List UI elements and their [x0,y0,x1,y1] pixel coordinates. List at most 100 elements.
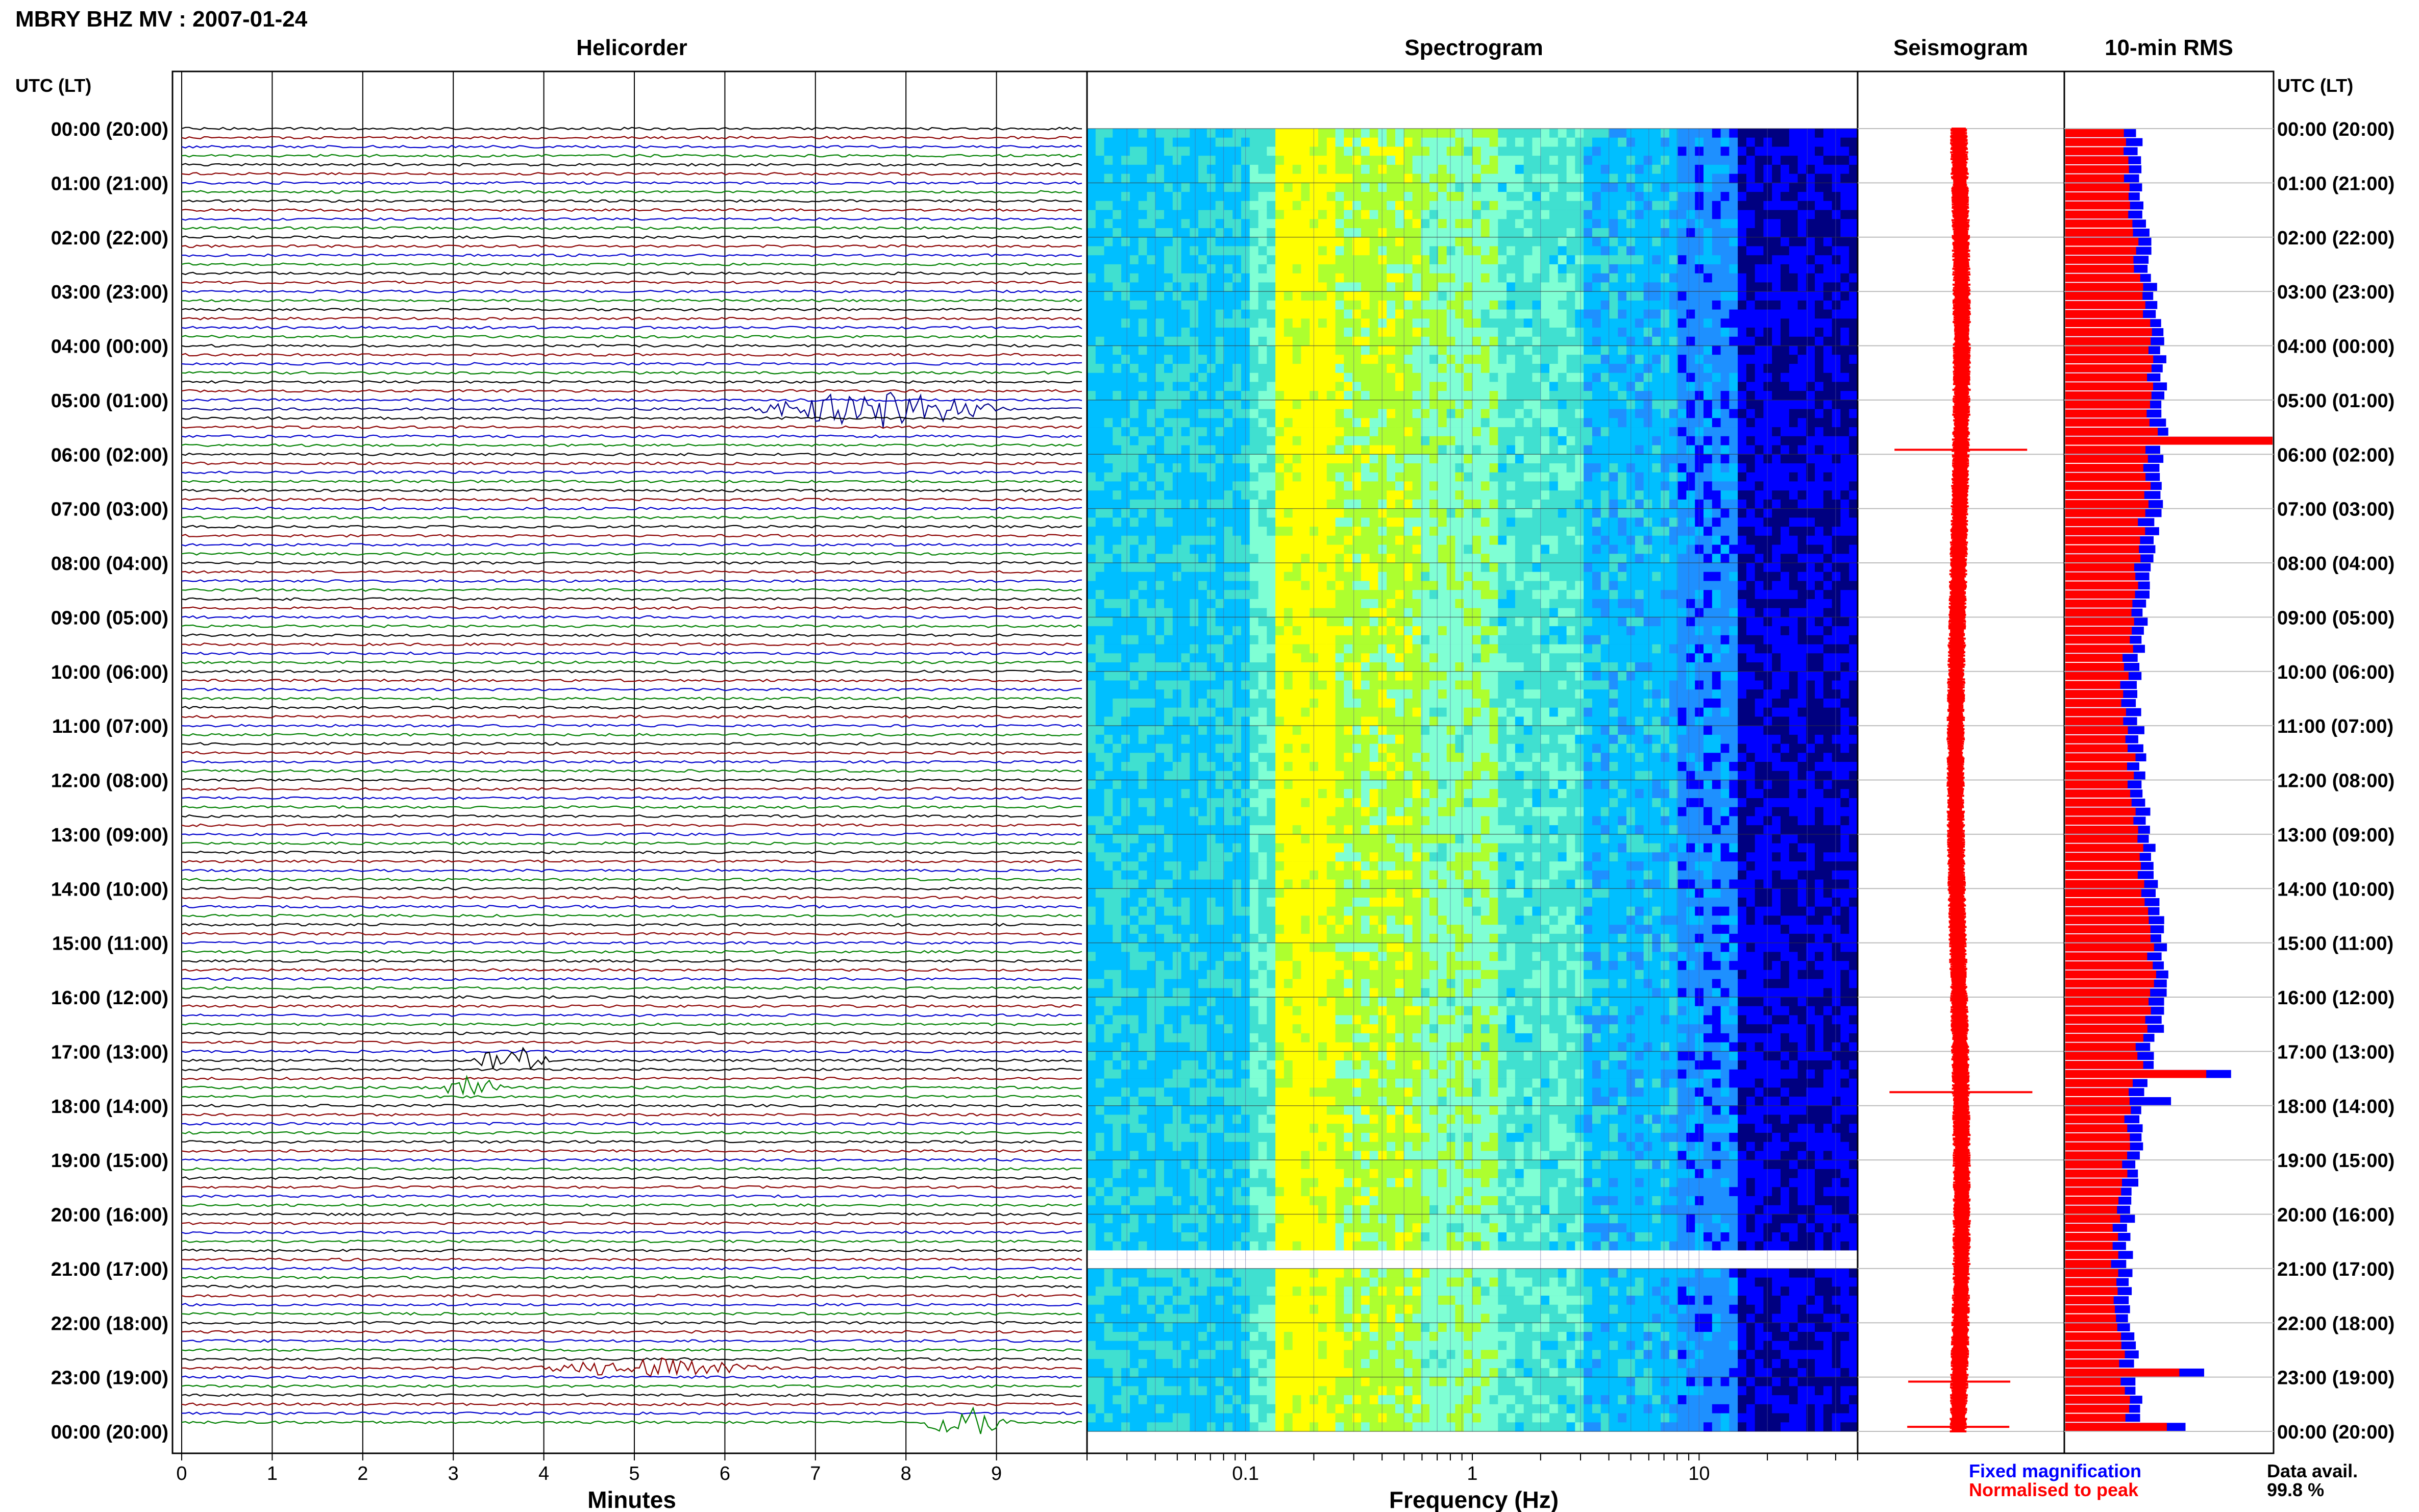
spectrogram-cell [1361,508,1370,518]
spectrogram-cell [1232,336,1242,346]
spectrogram-cell [1164,463,1173,473]
spectrogram-cell [1095,183,1105,192]
spectrogram-cell [1643,264,1652,274]
spectrogram-cell [1369,409,1379,418]
spectrogram-cell [1361,336,1370,346]
spectrogram-cell [1344,409,1353,418]
spectrogram-cell [1746,445,1756,455]
legend-normalised-to-peak: Normalised to peak [1969,1479,2139,1500]
spectrogram-cell [1532,563,1541,573]
spectrogram-cell [1541,264,1550,274]
spectrogram-cell [1704,418,1713,428]
spectrogram-cell [1283,481,1293,491]
spectrogram-cell [1566,201,1575,210]
spectrogram-cell [1480,382,1490,391]
spectrogram-cell [1421,535,1430,545]
spectrogram-cell [1361,255,1370,265]
spectrogram-cell [1592,345,1601,355]
spectrogram-cell [1421,590,1430,600]
spectrogram-cell [1232,164,1242,174]
spectrogram-cell [1797,382,1807,391]
spectrogram-cell [1387,445,1396,455]
spectrogram-cell [1592,445,1601,455]
spectrogram-cell [1643,219,1652,229]
spectrogram-cell [1464,246,1473,256]
spectrogram-cell [1720,581,1730,590]
spectrogram-cell [1712,590,1721,600]
spectrogram-cell [1421,544,1430,554]
spectrogram-cell [1489,183,1498,192]
spectrogram-cell [1746,273,1756,283]
spectrogram-cell [1249,336,1259,346]
spectrogram-cell [1104,517,1113,527]
spectrogram-cell [1275,328,1285,337]
spectrogram-cell [1267,418,1276,428]
spectrogram-cell [1489,364,1498,374]
spectrogram-cell [1275,345,1285,355]
spectrogram-cell [1584,445,1593,455]
spectrogram-cell [1729,418,1738,428]
spectrogram-cell [1738,210,1747,219]
spectrogram-cell [1609,228,1618,238]
spectrogram-cell [1600,554,1610,563]
spectrogram-cell [1677,336,1687,346]
spectrogram-cell [1686,210,1695,219]
spectrogram-cell [1635,563,1644,573]
spectrogram-cell [1403,237,1413,246]
spectrogram-cell [1746,345,1756,355]
spectrogram-cell [1113,391,1122,401]
spectrogram-cell [1549,345,1559,355]
spectrogram-cell [1686,382,1695,391]
spectrogram-cell [1121,228,1130,238]
spectrogram-cell [1121,373,1130,382]
helicorder-trace [181,470,1082,475]
spectrogram-cell [1224,409,1233,418]
spectrogram-cell [1823,445,1833,455]
spectrogram-cell [1446,156,1456,165]
spectrogram-cell [1403,590,1413,600]
spectrogram-cell [1652,527,1661,536]
spectrogram-cell [1712,336,1721,346]
spectrogram-cell [1584,581,1593,590]
spectrogram-cell [1507,454,1516,464]
spectrogram-cell [1763,581,1772,590]
spectrogram-cell [1318,490,1327,500]
spectrogram-cell [1772,554,1781,563]
spectrogram-cell [1686,192,1695,202]
time-label-left: 12:00 (08:00) [51,771,168,792]
spectrogram-cell [1489,563,1498,573]
spectrogram-cell [1480,427,1490,437]
spectrogram-cell [1489,345,1498,355]
spectrogram-cell [1344,300,1353,310]
spectrogram-cell [1087,391,1096,401]
spectrogram-cell [1352,544,1362,554]
spectrogram-cell [1224,255,1233,265]
spectrogram-cell [1840,137,1849,147]
spectrogram-cell [1772,454,1781,464]
spectrogram-cell [1438,201,1447,210]
spectrogram-cell [1104,336,1113,346]
spectrogram-cell [1198,436,1207,445]
spectrogram-cell [1652,463,1661,473]
spectrogram-cell [1558,282,1567,292]
helicorder-trace [181,534,1082,538]
spectrogram-cell [1138,318,1148,328]
spectrogram-cell [1618,164,1627,174]
helicorder-trace [181,1375,1082,1379]
helicorder-trace [181,923,1082,927]
spectrogram-cell [1464,563,1473,573]
spectrogram-cell [1712,219,1721,229]
spectrogram-cell [1515,210,1524,219]
spectrogram-cell [1378,355,1387,364]
spectrogram-cell [1472,490,1482,500]
spectrogram-cell [1763,282,1772,292]
spectrogram-cell [1498,264,1507,274]
spectrogram-cell [1181,228,1190,238]
spectrogram-cell [1755,282,1764,292]
spectrogram-cell [1369,219,1379,229]
spectrogram-cell [1352,328,1362,337]
spectrogram-cell [1138,137,1148,147]
spectrogram-cell [1609,210,1618,219]
spectrogram-cell [1789,400,1798,409]
spectrogram-cell [1369,527,1379,536]
